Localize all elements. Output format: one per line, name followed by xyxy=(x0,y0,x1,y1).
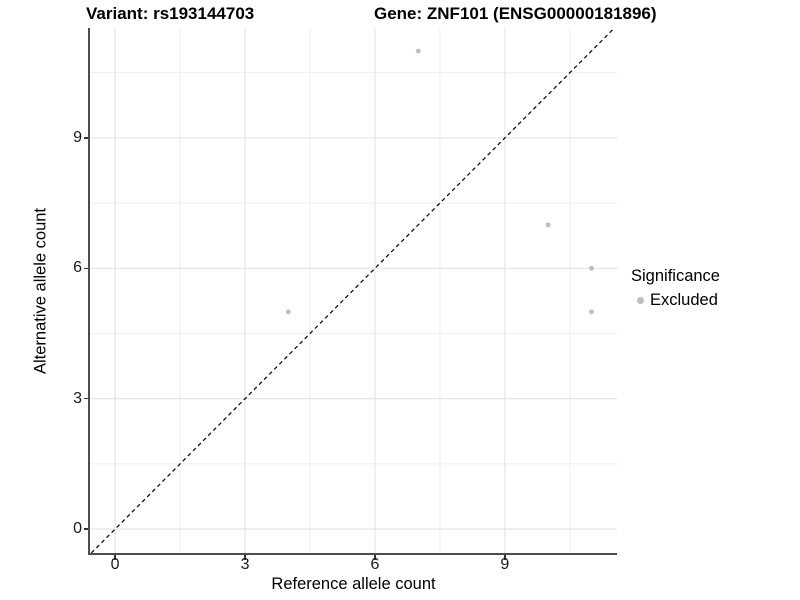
legend-item-excluded: Excluded xyxy=(637,291,718,310)
y-tick-label: 3 xyxy=(73,389,82,407)
x-tick-mark xyxy=(244,555,246,560)
identity-line xyxy=(90,28,615,553)
legend-item-label: Excluded xyxy=(650,291,718,309)
y-tick-mark xyxy=(83,267,88,270)
y-tick-label: 0 xyxy=(73,520,82,538)
scatter-plot-canvas xyxy=(90,28,617,553)
x-tick-label: 3 xyxy=(240,556,250,573)
x-tick-label: 9 xyxy=(500,556,510,573)
data-point xyxy=(589,309,594,315)
x-tick-mark xyxy=(374,555,376,560)
y-tick-label: 9 xyxy=(73,128,82,146)
data-point xyxy=(415,48,421,54)
x-axis-title: Reference allele count xyxy=(271,575,436,593)
data-point xyxy=(545,222,551,228)
legend-title: Significance xyxy=(631,267,720,285)
plot-title-variant: Variant: rs193144703 xyxy=(86,4,255,23)
y-tick-mark xyxy=(83,528,88,530)
y-tick-mark xyxy=(83,137,88,139)
x-tick-mark xyxy=(114,555,116,560)
y-axis-title: Alternative allele count xyxy=(31,207,50,375)
x-tick-label: 6 xyxy=(370,556,380,573)
plot-panel xyxy=(88,28,617,555)
data-point xyxy=(285,309,291,315)
legend-key-dot-icon xyxy=(637,297,644,304)
x-tick-mark xyxy=(504,555,506,560)
y-tick-label: 6 xyxy=(73,259,82,277)
plot-title-gene: Gene: ZNF101 (ENSG00000181896) xyxy=(374,4,657,23)
x-tick-label: 0 xyxy=(110,556,120,573)
y-tick-mark xyxy=(83,397,88,400)
data-point xyxy=(589,265,594,271)
